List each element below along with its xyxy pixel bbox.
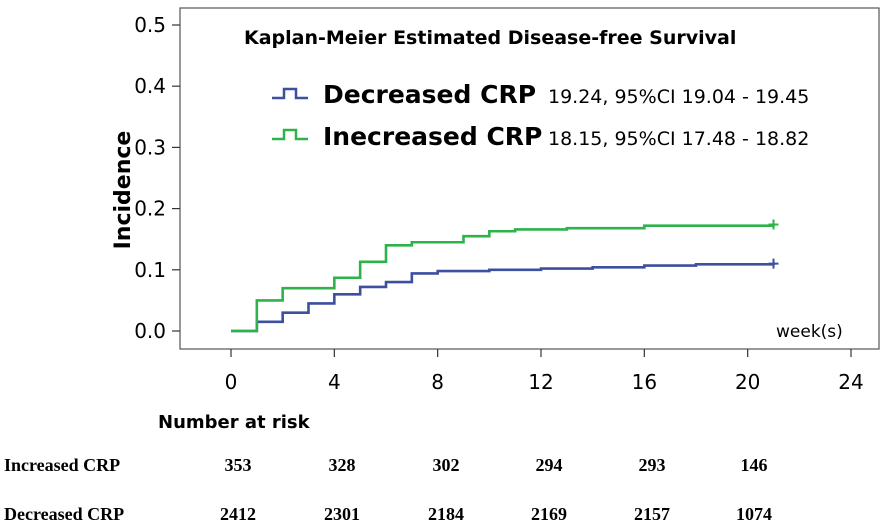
x-tick-label: 4 [328,370,341,394]
risk-table: Increased CRP 353 328 302 294 293 146 Decreased… [4,455,772,524]
risk-value: 302 [433,455,460,475]
legend-swatch-decreased-crp [272,87,308,100]
legend-stat-decreased-crp: 19.24, 95%CI 19.04 - 19.45 [548,86,809,108]
plot-frame [179,7,880,350]
y-tick-label: 0.3 [134,135,166,159]
risk-value: 146 [741,455,768,475]
risk-value: 353 [225,455,252,475]
risk-value: 293 [639,455,666,475]
risk-value: 2301 [324,504,360,524]
risk-value: 328 [329,455,356,475]
y-tick-label: 0.0 [134,319,166,343]
x-tick-label: 8 [431,370,444,394]
x-tick-label: 0 [225,370,238,394]
x-tick-label: 20 [735,370,760,394]
x-tick-label: 24 [838,370,863,394]
legend-stat-increased-crp: 18.15, 95%CI 17.48 - 18.82 [548,128,809,150]
x-axis-label: week(s) [776,322,843,342]
legend-label-increased-crp: Inecreased CRP [323,122,542,151]
chart-title: Kaplan-Meier Estimated Disease-free Surv… [244,27,736,49]
risk-table-title: Number at risk [158,412,311,433]
y-axis-label: Incidence [111,131,136,250]
censor-mark-inecreased-crp [768,219,779,230]
legend-swatch-increased-crp [272,128,308,141]
y-tick-label: 0.5 [134,13,166,37]
axes: 0.0 0.1 0.2 0.3 0.4 0.5 0 4 8 12 16 20 24 [134,13,864,394]
series-line-inecreased-crp [231,224,775,333]
risk-value: 2157 [634,504,670,524]
legend: Decreased CRP 19.24, 95%CI 19.04 - 19.45… [272,80,809,151]
y-tick-label: 0.2 [134,197,166,221]
risk-value: 2169 [531,504,567,524]
risk-value: 294 [536,455,563,475]
series-line-decreased-crp [231,262,775,333]
risk-value: 1074 [736,504,772,524]
risk-value: 2412 [220,504,256,524]
y-tick-label: 0.1 [134,258,166,282]
x-tick-label: 12 [528,370,553,394]
x-tick-label: 16 [632,370,657,394]
risk-value: 2184 [428,504,464,524]
series-layer [231,219,779,333]
censor-mark-decreased-crp [768,258,779,269]
risk-row-label-decreased-crp: Decreased CRP [4,504,124,524]
risk-row-label-increased-crp: Increased CRP [4,455,120,475]
legend-label-decreased-crp: Decreased CRP [323,80,536,109]
y-tick-label: 0.4 [134,74,166,98]
